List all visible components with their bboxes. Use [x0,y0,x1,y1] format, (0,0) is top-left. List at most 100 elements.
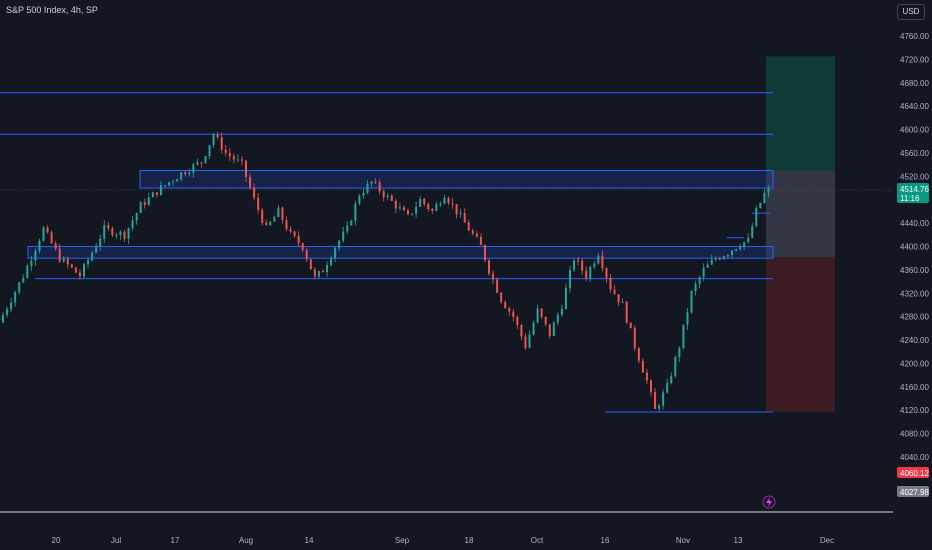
time-tick-label: 17 [171,536,180,545]
candle-body [654,391,657,409]
candle-body [492,273,495,280]
candle-body [196,162,199,165]
loss-zone [766,257,835,412]
candle-body [317,270,320,277]
candle-body [155,192,158,195]
candle-body [674,357,677,376]
candle-body [613,289,616,295]
candle-body [309,259,312,270]
candle-body [658,405,661,409]
candle-body [216,134,219,138]
candle-body [151,192,154,198]
candle-body [398,207,401,209]
candle-body [666,383,669,393]
candle-body [536,308,539,323]
candle-body [532,322,535,335]
candle-body [58,248,61,262]
time-tick-label: Dec [820,536,834,545]
candle-body [447,197,450,204]
candle-body [184,172,187,175]
candle-body [159,185,162,195]
currency-button[interactable]: USD [897,4,925,20]
long-position-tool[interactable] [766,56,835,412]
candle-body [245,160,247,177]
candle-body [508,308,511,312]
candle-body [240,159,243,161]
price-tick-label: 4680.00 [900,79,929,88]
candle-body [601,255,604,269]
candle-body [504,302,507,309]
time-tick-label: Oct [531,536,544,545]
candle-body [378,182,381,192]
low-price-value: 4060.12 [900,469,929,478]
candle-body [743,242,746,247]
candle-body [702,267,705,278]
time-tick-label: 13 [734,536,743,545]
candle-body [111,228,114,236]
candle-body [168,182,171,186]
time-tick-label: Sep [395,536,410,545]
candle-body [123,231,126,239]
candle-body [516,316,519,326]
candle-body [459,213,462,215]
candle-body [731,250,733,256]
price-axis[interactable]: 4760.00 4720.00 4680.00 4640.00 4600.00 4560.… [900,32,929,462]
candle-body [321,270,324,273]
candle-body [569,269,571,288]
time-tick-label: 20 [52,536,61,545]
candle-body [313,269,316,277]
candle-body [78,272,81,277]
candle-body [334,247,337,259]
candle-body [204,155,207,163]
candle-body [212,134,215,145]
candle-body [358,195,361,204]
time-axis[interactable]: 20 Jul 17 Aug 14 Sep 18 Oct 16 Nov 13 Dec [0,511,893,545]
price-tick-label: 4760.00 [900,32,929,41]
candle-body [670,375,673,384]
candle-body [147,197,150,205]
candle-body [135,213,138,221]
last-price-value: 4514.76 [900,185,929,194]
candle-body [722,256,725,260]
last-price-tag: 4514.76 11:16 [897,183,929,203]
candle-body [625,301,628,323]
candle-body [645,372,648,381]
bar-countdown: 11:16 [900,194,920,203]
candle-body [192,164,195,173]
candle-body [281,207,284,221]
candle-body [407,210,409,215]
candle-body [115,234,118,236]
candle-body [581,260,584,271]
candle-body [74,267,77,273]
candle-body [26,265,29,278]
candle-body [253,187,256,198]
candle-body [224,149,227,153]
candle-body [54,243,57,249]
candle-body [10,302,13,310]
candle-body [370,181,373,184]
candle-body [220,137,223,150]
horizontal-levels[interactable] [0,92,893,413]
candle-body [301,243,304,250]
time-tick-label: Nov [676,536,690,545]
candle-body [520,325,523,337]
candle-body [139,202,142,214]
price-tick-label: 4640.00 [900,102,929,111]
price-tick-label: 4600.00 [900,126,929,135]
candle-body [467,222,470,231]
candles [2,131,770,412]
candle-body [662,392,665,406]
lightning-icon[interactable] [762,495,776,509]
candle-body [285,220,288,230]
candle-body [95,246,98,253]
candle-body [609,277,612,290]
candle-body [127,227,130,239]
candle-body [633,328,636,349]
candle-body [119,231,122,235]
candle-body [706,264,709,268]
price-tick-label: 4240.00 [900,336,929,345]
candle-body [346,225,349,232]
price-tick-label: 4440.00 [900,219,929,228]
candle-body [273,217,276,222]
